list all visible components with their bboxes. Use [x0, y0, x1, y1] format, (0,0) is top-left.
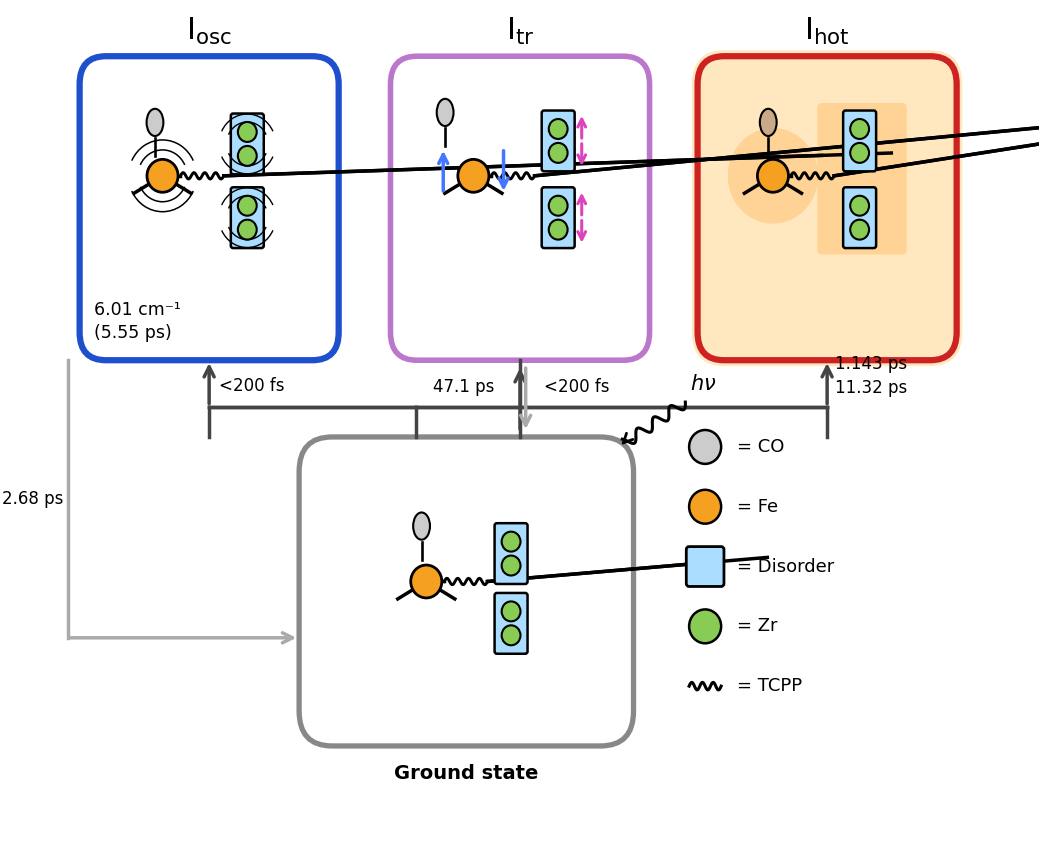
Circle shape	[728, 128, 818, 224]
Circle shape	[549, 196, 568, 216]
Text: I$_{\mathsf{hot}}$: I$_{\mathsf{hot}}$	[804, 15, 850, 47]
Text: Ground state: Ground state	[394, 764, 539, 783]
Circle shape	[238, 122, 257, 142]
Ellipse shape	[760, 109, 777, 136]
Text: 2.68 ps: 2.68 ps	[2, 490, 63, 508]
Text: = TCPP: = TCPP	[737, 677, 802, 695]
Circle shape	[458, 159, 489, 193]
FancyBboxPatch shape	[231, 113, 264, 175]
FancyBboxPatch shape	[843, 187, 876, 248]
Circle shape	[757, 159, 788, 193]
FancyBboxPatch shape	[542, 187, 575, 248]
FancyBboxPatch shape	[231, 187, 264, 248]
FancyBboxPatch shape	[495, 523, 527, 584]
Ellipse shape	[437, 99, 453, 126]
Text: = CO: = CO	[737, 438, 784, 456]
Text: = Fe: = Fe	[737, 498, 778, 515]
Text: = Disorder: = Disorder	[737, 557, 834, 576]
Text: <200 fs: <200 fs	[544, 377, 609, 395]
FancyBboxPatch shape	[817, 103, 907, 255]
Circle shape	[851, 119, 869, 139]
Text: $h\nu$: $h\nu$	[691, 374, 717, 394]
FancyBboxPatch shape	[686, 547, 724, 586]
Circle shape	[549, 220, 568, 239]
Circle shape	[690, 430, 721, 463]
Circle shape	[238, 220, 257, 239]
Text: I$_{\mathsf{tr}}$: I$_{\mathsf{tr}}$	[505, 15, 535, 47]
Text: 6.01 cm⁻¹
(5.55 ps): 6.01 cm⁻¹ (5.55 ps)	[94, 301, 181, 343]
FancyBboxPatch shape	[80, 56, 339, 360]
FancyBboxPatch shape	[390, 56, 650, 360]
Text: = Zr: = Zr	[737, 618, 778, 636]
Ellipse shape	[147, 109, 163, 136]
Text: 1.143 ps
11.32 ps: 1.143 ps 11.32 ps	[835, 355, 907, 396]
Circle shape	[501, 532, 520, 551]
Circle shape	[238, 196, 257, 216]
Ellipse shape	[413, 512, 430, 539]
Circle shape	[501, 625, 520, 645]
Circle shape	[411, 565, 442, 598]
Circle shape	[549, 143, 568, 163]
Circle shape	[501, 602, 520, 621]
Circle shape	[501, 556, 520, 575]
Circle shape	[238, 146, 257, 166]
Circle shape	[690, 490, 721, 524]
Circle shape	[549, 119, 568, 139]
Circle shape	[147, 159, 178, 193]
FancyBboxPatch shape	[495, 593, 527, 653]
Circle shape	[851, 220, 869, 239]
Circle shape	[851, 143, 869, 163]
FancyBboxPatch shape	[692, 50, 962, 366]
FancyBboxPatch shape	[843, 111, 876, 171]
Text: I$_{\mathsf{osc}}$: I$_{\mathsf{osc}}$	[186, 15, 232, 47]
FancyBboxPatch shape	[542, 111, 575, 171]
Text: 47.1 ps: 47.1 ps	[433, 377, 494, 395]
Circle shape	[851, 196, 869, 216]
Text: <200 fs: <200 fs	[218, 377, 284, 394]
FancyBboxPatch shape	[300, 437, 633, 746]
Circle shape	[690, 609, 721, 643]
